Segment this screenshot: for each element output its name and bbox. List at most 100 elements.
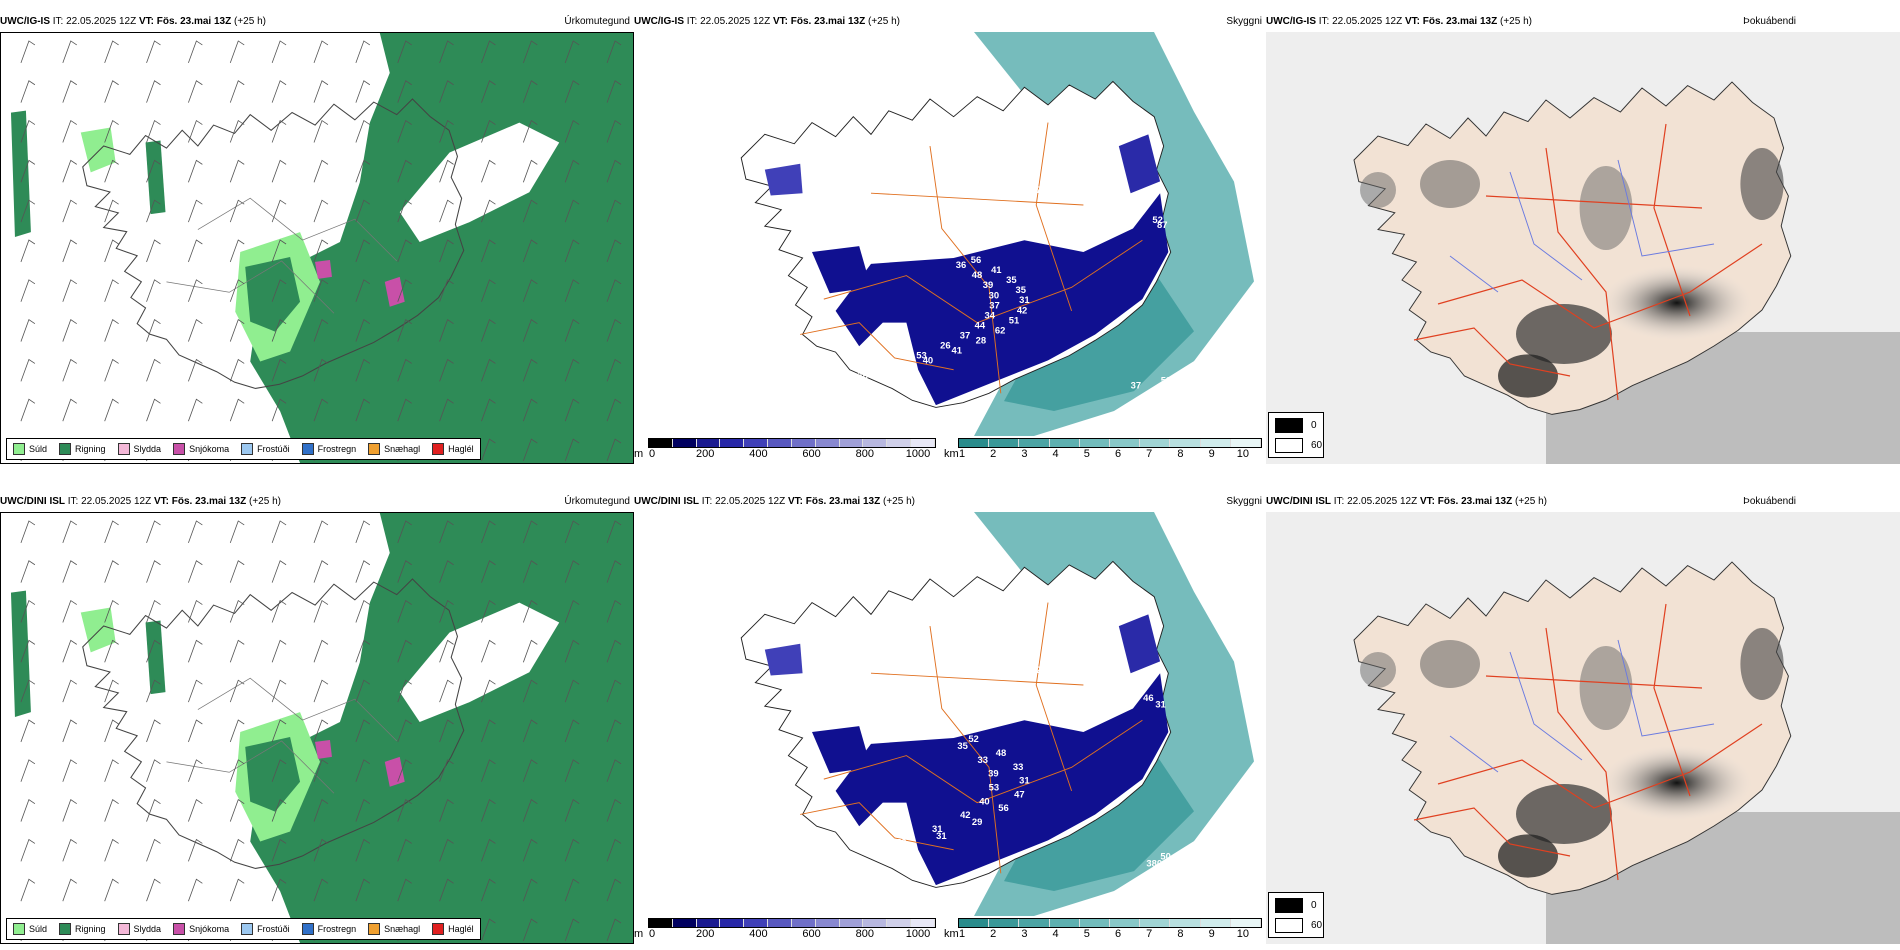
colorbar-tick: 8	[1177, 928, 1184, 940]
lead-time: (+25 h)	[1497, 16, 1532, 27]
colorbar-cell	[1230, 919, 1262, 927]
cloud-base-label: 36	[858, 369, 868, 380]
colorbar-tick: 800	[855, 928, 874, 940]
cloud-base-label: 44	[975, 319, 986, 330]
panel-title: Skyggni	[1226, 496, 1262, 507]
colorbar-cell	[911, 919, 935, 927]
legend-label: Rigning	[75, 924, 106, 934]
colorbar-cell	[863, 919, 888, 927]
cloud-base-label: 28	[976, 334, 986, 345]
colorbar-cell	[791, 919, 816, 927]
colorbar-tick: 600	[802, 448, 821, 460]
colorbar-cell	[1079, 919, 1111, 927]
legend-item: Slydda	[117, 923, 161, 935]
lead-time: (+25 h)	[246, 496, 281, 507]
colorbar-cell	[839, 919, 864, 927]
panel-header: UWC/IG-IS IT: 22.05.2025 12Z VT: Fös. 23…	[634, 14, 1266, 30]
cloud-base-label: 52	[1152, 214, 1162, 225]
cloud-base-label: 86	[1050, 189, 1060, 200]
legend-label: Snæhagl	[384, 924, 421, 934]
panel-title: Þokuábendi	[1743, 16, 1796, 27]
colorbar-cell	[649, 439, 673, 447]
precip-type-map	[0, 32, 634, 464]
cloud-base-label: 52	[968, 733, 978, 744]
lead-time: (+25 h)	[880, 496, 915, 507]
cloud-base-label: 42	[960, 809, 970, 820]
legend-label: 60	[1311, 440, 1323, 451]
colorbar-cell	[839, 439, 864, 447]
colorbar-tick: 8	[1177, 448, 1184, 460]
precip-type-map	[0, 512, 634, 944]
legend-item: Snjókoma	[173, 443, 229, 455]
visibility-map: 97 86 72 53 68 73 52 87 48 38 37 42 38 39 56 36 41 48 35 39…	[634, 32, 1266, 436]
init-time: IT: 22.05.2025 12Z	[50, 16, 139, 27]
colorbar-cell	[887, 439, 912, 447]
legend-label: Snæhagl	[384, 444, 421, 454]
legend-item: Haglél	[432, 443, 474, 455]
colorbar-tick: 1	[958, 448, 966, 460]
cloud-base-label: 48	[972, 269, 982, 280]
colorbar-cell	[744, 919, 769, 927]
colorbar-tick: 7	[1146, 448, 1153, 460]
cloud-base-label: 35	[1016, 284, 1026, 295]
colorbar-cell	[815, 439, 840, 447]
cloud-base-label: 56	[971, 254, 981, 265]
cloud-base-label: 39	[988, 768, 998, 779]
legend-swatch	[173, 443, 186, 455]
model-name: UWC/IG-IS	[0, 16, 50, 27]
colorbar-ticks: 0 200 400 600 800 1000	[648, 928, 940, 940]
legend-label: Súld	[29, 444, 48, 454]
model-name: UWC/DINI ISL	[0, 496, 65, 507]
legend-swatch	[1275, 438, 1303, 453]
colorbar-cell	[959, 919, 990, 927]
legend-item: Frostregn	[301, 923, 357, 935]
colorbar-tick: 800	[855, 448, 874, 460]
colorbar-tick: 400	[749, 448, 768, 460]
legend-swatch	[1275, 418, 1303, 433]
legend-item: 0	[1275, 898, 1317, 913]
colorbar-cell	[1079, 439, 1111, 447]
colorbar-cell	[768, 439, 792, 447]
fog-index-map	[1266, 512, 1900, 944]
cloud-base-label: 39	[935, 249, 945, 260]
init-time: IT: 22.05.2025 12Z	[684, 16, 773, 27]
legend-item: Súld	[13, 443, 47, 455]
colorbar-ticks: 1 2 3 4 5 6 7 8 9 10	[958, 448, 1266, 460]
colorbar-cell	[768, 919, 792, 927]
legend-swatch	[117, 923, 130, 935]
cloud-base-label: 40	[923, 354, 933, 365]
cloud-base-label: 53	[989, 782, 999, 793]
precip-type-legend: Súld Rigning Slydda Snjókoma Frostúði Fr…	[6, 918, 481, 940]
colorbar-cell	[1230, 439, 1262, 447]
model-name: UWC/IG-IS	[1266, 16, 1316, 27]
cloud-base-label: 62	[995, 324, 1005, 335]
cloud-base-label: 35	[1006, 274, 1016, 285]
colorbar-tick: 10	[1236, 928, 1249, 940]
cloud-base-label: 37	[989, 299, 999, 310]
legend-label: Snjókoma	[189, 444, 230, 454]
colorbar-tick: 2	[990, 928, 997, 940]
colorbar	[648, 438, 936, 448]
cloud-base-label: 30	[989, 289, 999, 300]
cloud-base-label: 33	[978, 754, 988, 765]
colorbar-cell	[1110, 439, 1141, 447]
cloud-base-label: 38	[882, 229, 892, 240]
cloud-base-label: 40	[928, 726, 938, 737]
colorbar-tick: 6	[1114, 448, 1122, 460]
legend-label: Frostregn	[317, 924, 357, 934]
colorbar-tick: 1000	[905, 928, 931, 940]
cloud-base-label: 31	[932, 823, 942, 834]
cloud-base-label: 36	[956, 259, 966, 270]
legend-swatch	[432, 443, 445, 455]
colorbar-cell	[1200, 439, 1231, 447]
cloud-base-label: 42	[910, 239, 920, 250]
legend-label: 60	[1311, 920, 1323, 931]
cloud-base-label: 97	[1031, 184, 1041, 195]
legend-swatch	[1275, 918, 1303, 933]
precip-type-panel: UWC/IG-IS IT: 22.05.2025 12Z VT: Fös. 23…	[0, 14, 634, 464]
cloud-base-label: 50	[896, 837, 906, 848]
panel-title: Þokuábendi	[1743, 496, 1796, 507]
colorbar-cell	[863, 439, 888, 447]
legend-swatch	[368, 923, 381, 935]
colorbar-tick: 400	[749, 928, 768, 940]
